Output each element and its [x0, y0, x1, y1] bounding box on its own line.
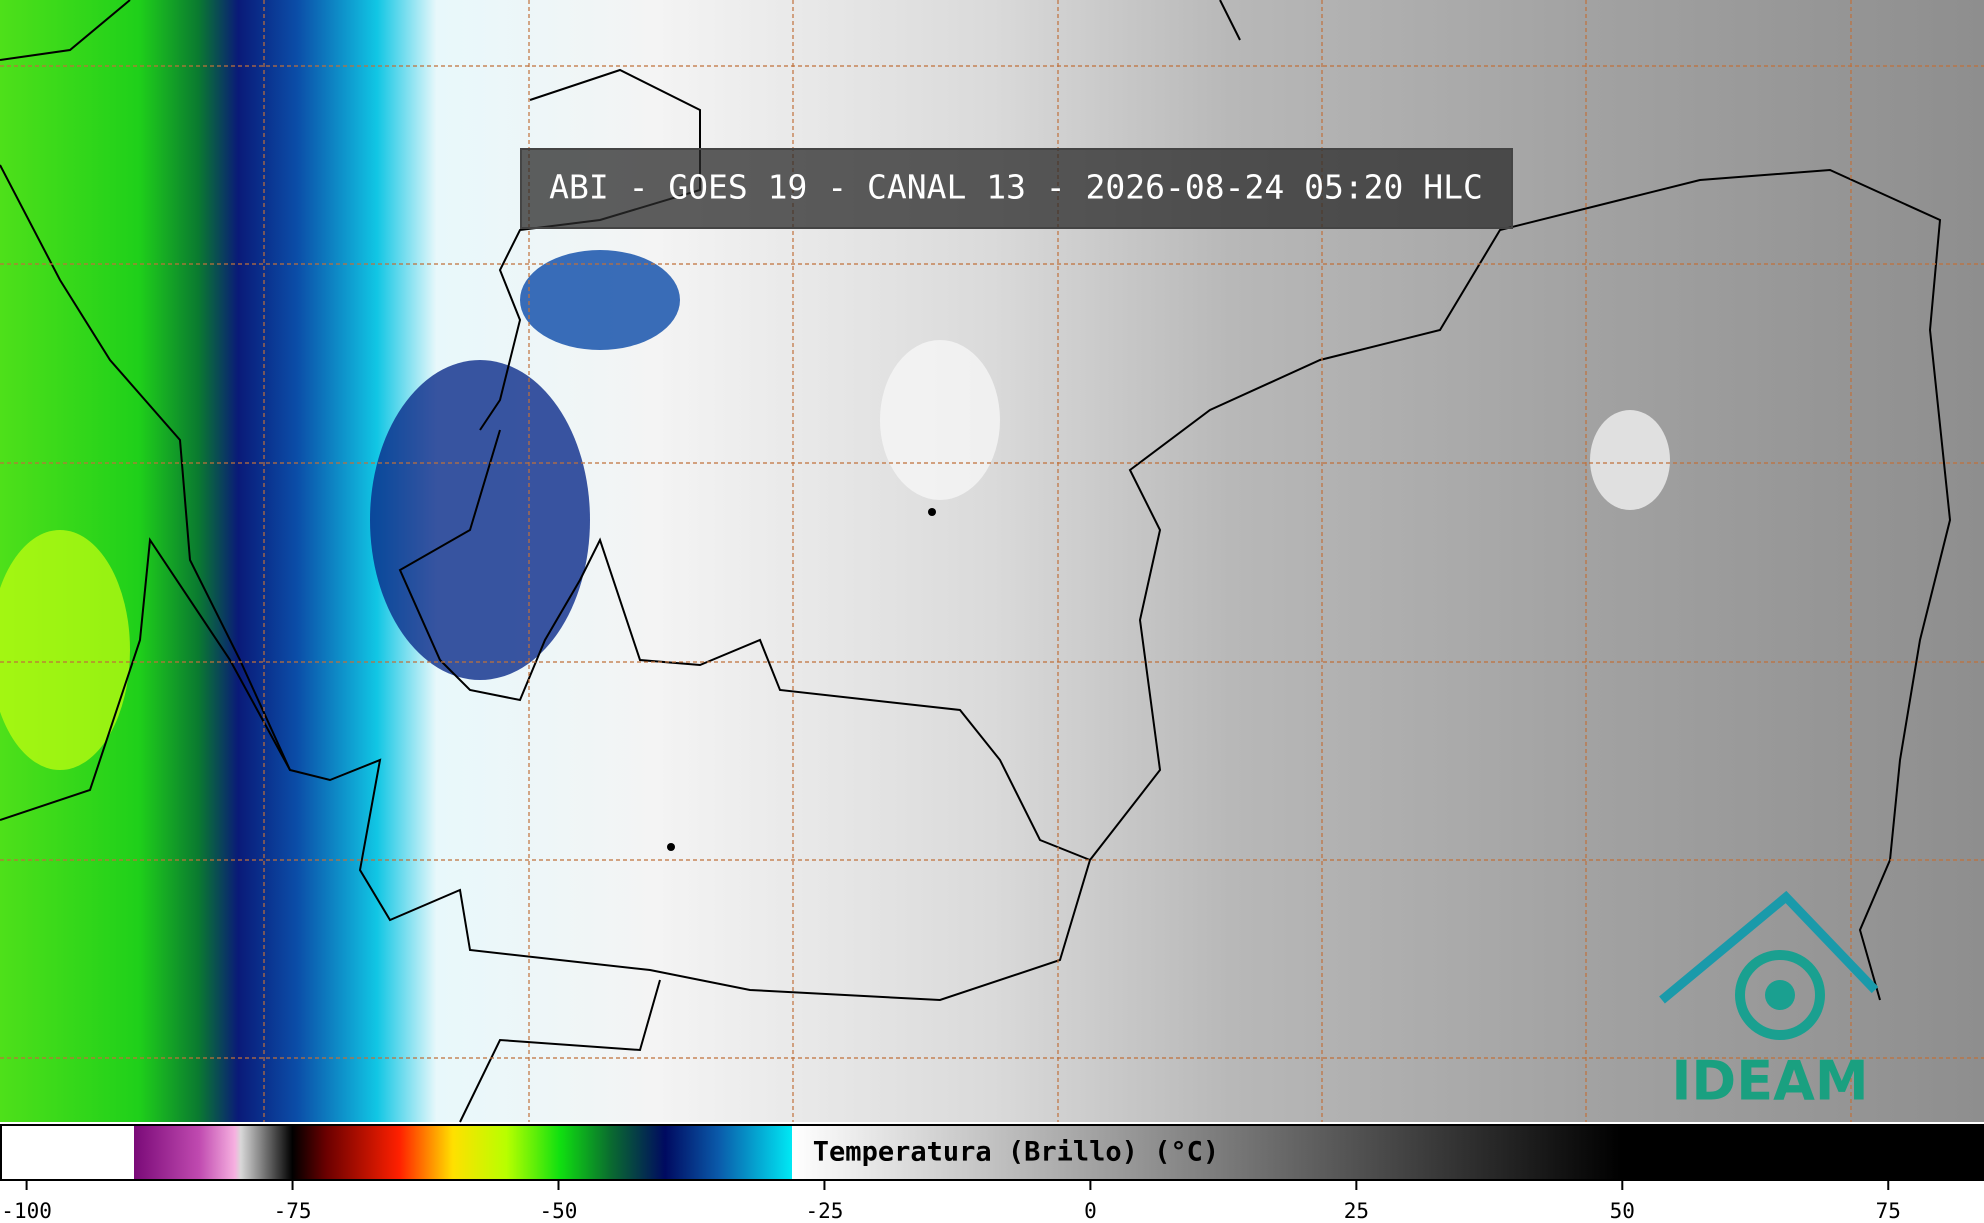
tick-label: 75 — [1876, 1199, 1901, 1223]
colorbar: Temperatura (Brillo) (°C) — [0, 1124, 1984, 1181]
title-box: ABI - GOES 19 - CANAL 13 - 2026-08-24 05… — [520, 148, 1513, 229]
borders — [0, 0, 1952, 1123]
tick-label: -100 — [1, 1199, 52, 1223]
tick-label: 0 — [1084, 1199, 1097, 1223]
tick-label: -75 — [274, 1199, 312, 1223]
logo-text: IDEAM — [1671, 1050, 1868, 1113]
tick-label: 25 — [1344, 1199, 1369, 1223]
colorbar-label: Temperatura (Brillo) (°C) — [813, 1137, 1219, 1168]
logo: IDEAM — [1659, 890, 1879, 1113]
tick-label: -25 — [805, 1199, 843, 1223]
city-dot — [667, 843, 675, 851]
city-dot — [928, 508, 936, 516]
title: ABI - GOES 19 - CANAL 13 - 2026-08-24 05… — [549, 168, 1483, 207]
tick-label: -50 — [540, 1199, 578, 1223]
grid — [0, 0, 1984, 1122]
tick-label: 50 — [1610, 1199, 1635, 1223]
